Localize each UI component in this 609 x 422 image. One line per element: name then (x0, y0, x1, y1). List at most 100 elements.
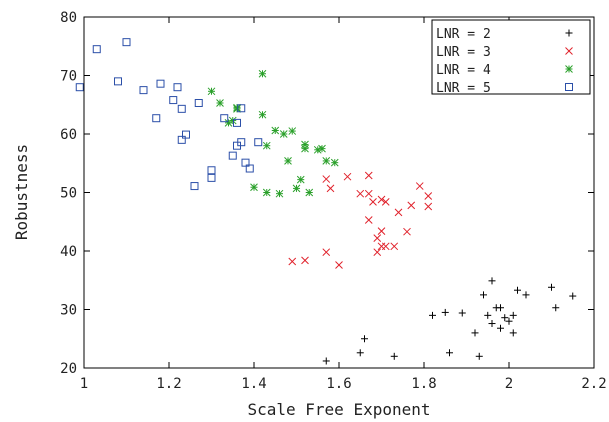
data-point (169, 96, 178, 105)
data-point (220, 114, 229, 123)
data-point (356, 349, 364, 357)
data-point (216, 99, 224, 107)
data-point (322, 175, 331, 183)
data-point (552, 304, 560, 312)
data-point (369, 198, 377, 206)
data-point (505, 317, 513, 325)
data-point (228, 151, 237, 160)
data-point (114, 77, 122, 86)
data-point (569, 292, 577, 300)
data-point (330, 158, 339, 167)
data-point (207, 166, 216, 175)
data-point (194, 98, 203, 107)
data-point (279, 130, 288, 138)
data-point (390, 352, 398, 360)
data-point (424, 192, 433, 200)
data-point (207, 87, 216, 96)
data-point (152, 114, 161, 123)
y-tick-label: 40 (60, 244, 77, 260)
data-point (441, 308, 449, 316)
data-point (228, 116, 237, 125)
data-point (548, 283, 555, 291)
data-point (377, 227, 386, 235)
data-point (522, 291, 530, 299)
data-point (301, 256, 309, 265)
data-point (471, 329, 479, 337)
data-point (258, 69, 267, 78)
x-tick-label: 1.4 (241, 376, 266, 392)
data-point (177, 104, 186, 113)
legend-label: LNR = 4 (436, 63, 491, 78)
legend-label: LNR = 2 (436, 27, 491, 42)
data-point (177, 135, 186, 144)
data-point (488, 320, 496, 328)
data-point (497, 324, 504, 332)
plot-frame (83, 16, 595, 369)
data-point (156, 79, 165, 88)
data-point (288, 257, 297, 266)
data-point (92, 45, 101, 54)
data-point (288, 127, 297, 135)
data-point (484, 311, 492, 319)
data-point (207, 173, 216, 182)
data-point (233, 118, 241, 127)
x-tick-label: 1.2 (156, 376, 181, 392)
series-group (322, 277, 577, 365)
legend: LNR = 2 LNR = 3 LNR = 4 LNR = 5 (431, 19, 591, 96)
data-point (258, 110, 267, 119)
y-tick-label: 50 (60, 186, 77, 202)
data-point (318, 144, 326, 153)
data-point (313, 145, 322, 154)
data-point (394, 208, 403, 217)
x-tick-label: 2.2 (581, 376, 606, 392)
legend-marker (565, 29, 573, 37)
data-point (275, 189, 284, 198)
data-point (190, 182, 199, 191)
data-point (284, 157, 292, 165)
data-point (75, 83, 84, 92)
data-point (322, 248, 331, 257)
data-point (250, 183, 258, 192)
legend-label: LNR = 5 (436, 81, 491, 96)
data-point (475, 352, 483, 360)
y-tick-label: 60 (60, 127, 77, 143)
data-point (514, 286, 521, 294)
data-point (415, 182, 424, 190)
data-point (139, 86, 148, 95)
legend-box (431, 19, 591, 95)
data-point (424, 202, 433, 211)
data-point (488, 277, 496, 285)
data-point (364, 189, 373, 198)
data-point (429, 311, 436, 319)
data-point (237, 138, 246, 147)
data-point (322, 357, 330, 365)
x-tick-label: 1.8 (411, 376, 436, 392)
data-point (245, 164, 254, 173)
data-point (446, 349, 453, 357)
legend-label: LNR = 3 (436, 45, 491, 60)
series-group (288, 171, 433, 269)
x-tick-label: 1 (80, 376, 88, 392)
y-tick-label: 30 (60, 303, 77, 319)
data-point (335, 261, 343, 269)
data-point (122, 38, 131, 47)
data-point (173, 83, 182, 92)
y-tick-label: 80 (60, 10, 77, 26)
x-tick-label: 1.6 (326, 376, 351, 392)
y-axis-title: Robustness (12, 144, 31, 240)
series-group (75, 38, 263, 191)
legend-marker (565, 83, 573, 91)
data-point (271, 126, 280, 135)
data-point (233, 103, 241, 112)
data-point (361, 335, 368, 343)
data-point (381, 198, 390, 206)
tick-labels: 1 1.2 1.4 1.6 1.8 2 2.2 20 30 40 50 60 70 80 (60, 10, 607, 392)
data-point (373, 234, 382, 242)
legend-marker (565, 65, 573, 73)
data-point (182, 130, 190, 139)
data-points (75, 38, 577, 365)
data-point (262, 188, 271, 197)
data-point (356, 189, 365, 198)
data-point (364, 171, 373, 180)
data-point (377, 195, 386, 204)
